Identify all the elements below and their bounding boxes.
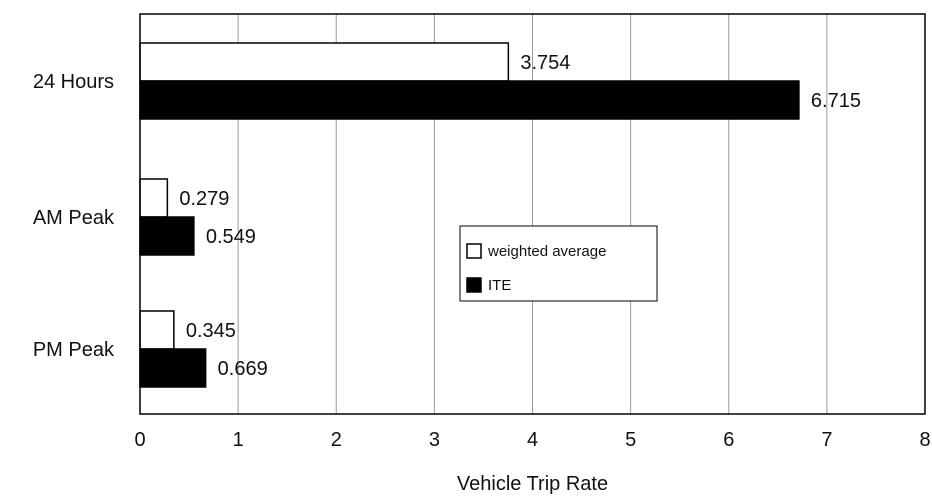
data-label: 0.345 [186, 320, 236, 342]
data-label: 6.715 [811, 90, 861, 112]
legend-label: weighted average [487, 243, 606, 260]
data-label: 0.549 [206, 226, 256, 248]
legend-label: ITE [488, 277, 511, 294]
x-tick-labels: 0 1 2 3 4 5 6 7 8 [134, 429, 930, 451]
category-label: PM Peak [33, 339, 115, 361]
x-tick-label: 3 [429, 429, 440, 451]
x-tick-label: 7 [821, 429, 832, 451]
legend-box [459, 225, 658, 302]
bars [139, 42, 800, 388]
category-label: AM Peak [33, 207, 115, 229]
plot-frame [139, 13, 926, 415]
data-label: 0.279 [179, 188, 229, 210]
x-tick-label: 4 [527, 429, 538, 451]
x-tick-label: 2 [331, 429, 342, 451]
data-label: 3.754 [520, 52, 570, 74]
x-axis-title: Vehicle Trip Rate [457, 473, 608, 495]
x-tick-label: 5 [625, 429, 636, 451]
data-label: 0.669 [218, 358, 268, 380]
bar-ite [139, 348, 207, 388]
legend: weighted average ITE [459, 225, 658, 302]
bar-weighted-average [139, 310, 175, 350]
x-tick-label: 0 [134, 429, 145, 451]
legend-swatch [466, 243, 482, 259]
legend-swatch [466, 277, 482, 293]
x-tick-label: 1 [233, 429, 244, 451]
x-tick-label: 8 [919, 429, 930, 451]
bar-weighted-average [139, 178, 169, 218]
bar-ite [139, 216, 195, 256]
category-label: 24 Hours [33, 71, 114, 93]
bar-weighted-average [139, 42, 510, 82]
x-tick-label: 6 [723, 429, 734, 451]
data-labels: 3.754 6.715 0.279 0.549 0.345 0.669 [179, 52, 861, 380]
category-labels: 24 Hours AM Peak PM Peak [33, 71, 115, 361]
bar-ite [139, 80, 800, 120]
